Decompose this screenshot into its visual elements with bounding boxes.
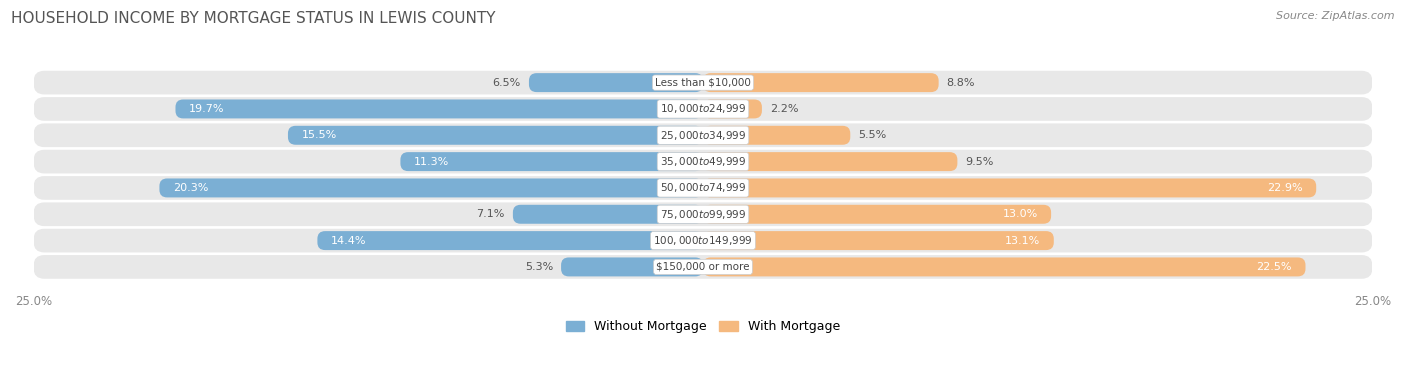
FancyBboxPatch shape: [34, 229, 1372, 253]
Text: $35,000 to $49,999: $35,000 to $49,999: [659, 155, 747, 168]
Text: 15.5%: 15.5%: [301, 130, 336, 140]
FancyBboxPatch shape: [703, 126, 851, 145]
FancyBboxPatch shape: [703, 100, 762, 118]
Text: 6.5%: 6.5%: [492, 78, 520, 87]
Text: 13.0%: 13.0%: [1002, 209, 1038, 219]
Text: $150,000 or more: $150,000 or more: [657, 262, 749, 272]
FancyBboxPatch shape: [401, 152, 703, 171]
Text: 22.5%: 22.5%: [1257, 262, 1292, 272]
Text: 5.3%: 5.3%: [524, 262, 553, 272]
Text: 13.1%: 13.1%: [1005, 236, 1040, 245]
Text: $75,000 to $99,999: $75,000 to $99,999: [659, 208, 747, 221]
FancyBboxPatch shape: [34, 255, 1372, 279]
Text: 11.3%: 11.3%: [413, 156, 449, 167]
FancyBboxPatch shape: [529, 73, 703, 92]
Text: 19.7%: 19.7%: [188, 104, 225, 114]
FancyBboxPatch shape: [703, 205, 1052, 224]
Text: 7.1%: 7.1%: [477, 209, 505, 219]
FancyBboxPatch shape: [703, 178, 1316, 198]
FancyBboxPatch shape: [288, 126, 703, 145]
Text: 22.9%: 22.9%: [1267, 183, 1303, 193]
Text: 9.5%: 9.5%: [966, 156, 994, 167]
Text: Source: ZipAtlas.com: Source: ZipAtlas.com: [1277, 11, 1395, 21]
FancyBboxPatch shape: [318, 231, 703, 250]
FancyBboxPatch shape: [703, 231, 1053, 250]
Text: $25,000 to $34,999: $25,000 to $34,999: [659, 129, 747, 142]
FancyBboxPatch shape: [703, 257, 1306, 276]
FancyBboxPatch shape: [34, 150, 1372, 173]
Text: Less than $10,000: Less than $10,000: [655, 78, 751, 87]
Text: $10,000 to $24,999: $10,000 to $24,999: [659, 103, 747, 115]
FancyBboxPatch shape: [34, 71, 1372, 95]
FancyBboxPatch shape: [513, 205, 703, 224]
Text: 20.3%: 20.3%: [173, 183, 208, 193]
FancyBboxPatch shape: [159, 178, 703, 198]
Text: $100,000 to $149,999: $100,000 to $149,999: [654, 234, 752, 247]
FancyBboxPatch shape: [703, 73, 939, 92]
Text: 2.2%: 2.2%: [770, 104, 799, 114]
Legend: Without Mortgage, With Mortgage: Without Mortgage, With Mortgage: [565, 320, 841, 333]
FancyBboxPatch shape: [34, 202, 1372, 226]
FancyBboxPatch shape: [703, 152, 957, 171]
FancyBboxPatch shape: [34, 176, 1372, 200]
FancyBboxPatch shape: [34, 123, 1372, 147]
Text: 5.5%: 5.5%: [858, 130, 887, 140]
Text: 14.4%: 14.4%: [330, 236, 367, 245]
Text: HOUSEHOLD INCOME BY MORTGAGE STATUS IN LEWIS COUNTY: HOUSEHOLD INCOME BY MORTGAGE STATUS IN L…: [11, 11, 496, 26]
Text: 8.8%: 8.8%: [946, 78, 976, 87]
FancyBboxPatch shape: [176, 100, 703, 118]
FancyBboxPatch shape: [561, 257, 703, 276]
FancyBboxPatch shape: [34, 97, 1372, 121]
Text: $50,000 to $74,999: $50,000 to $74,999: [659, 181, 747, 195]
